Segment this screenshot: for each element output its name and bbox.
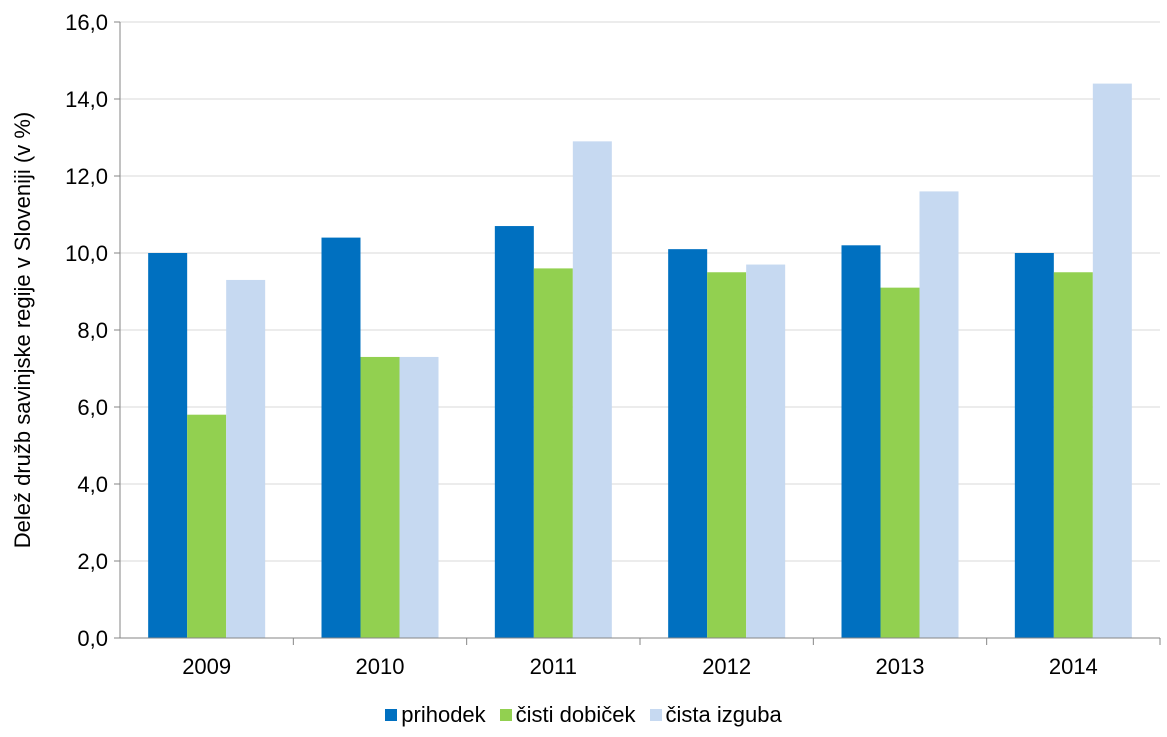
bar-cisti-dobicek-2011 bbox=[533, 268, 573, 638]
bar-cisti-dobicek-2009 bbox=[187, 414, 227, 638]
y-axis-label: Delež družb savinjske regije v Sloveniji… bbox=[10, 112, 35, 549]
x-tick-label: 2009 bbox=[182, 654, 231, 679]
legend: prihodek čisti dobiček čista izguba bbox=[0, 702, 1167, 728]
legend-item-prihodek: prihodek bbox=[385, 702, 486, 728]
chart-svg: 0,0 2,0 4,0 6,0 8,0 10,0 12,0 14,0 16,0 2009 2010 2… bbox=[10, 10, 1161, 679]
bar-prihodek-2014 bbox=[1014, 253, 1054, 638]
legend-label-cista-izguba: čista izguba bbox=[665, 702, 782, 727]
bar-cisti-dobicek-2013 bbox=[880, 287, 920, 638]
axes: 0,0 2,0 4,0 6,0 8,0 10,0 12,0 14,0 16,0 2009 2010 2… bbox=[65, 10, 1161, 679]
y-tick-label: 14,0 bbox=[65, 87, 108, 112]
legend-label-cisti-dobicek: čisti dobiček bbox=[515, 702, 636, 727]
legend-item-cisti-dobicek: čisti dobiček bbox=[499, 702, 636, 728]
x-tick-label: 2013 bbox=[876, 654, 925, 679]
legend-swatch-cisti-dobicek bbox=[499, 709, 512, 721]
bar-cista-izguba-2013 bbox=[919, 191, 959, 638]
gridlines bbox=[120, 21, 1160, 562]
x-tick-label: 2014 bbox=[1049, 654, 1098, 679]
bar-cista-izguba-2011 bbox=[572, 141, 612, 638]
y-tick-label: 6,0 bbox=[77, 395, 108, 420]
bar-cista-izguba-2014 bbox=[1092, 83, 1132, 639]
y-tick-label: 12,0 bbox=[65, 164, 108, 189]
y-tick-label: 8,0 bbox=[77, 318, 108, 343]
x-tick-label: 2011 bbox=[530, 654, 577, 679]
y-tick-label: 10,0 bbox=[65, 241, 108, 266]
bar-cisti-dobicek-2010 bbox=[360, 356, 400, 638]
legend-item-cista-izguba: čista izguba bbox=[649, 702, 782, 728]
bar-prihodek-2011 bbox=[494, 226, 534, 639]
bar-prihodek-2012 bbox=[668, 249, 708, 638]
x-tick-label: 2010 bbox=[356, 654, 405, 679]
legend-swatch-prihodek bbox=[385, 709, 398, 721]
legend-label-prihodek: prihodek bbox=[401, 702, 486, 727]
bar-cista-izguba-2009 bbox=[226, 279, 266, 638]
bars bbox=[148, 83, 1132, 639]
bar-cista-izguba-2010 bbox=[399, 356, 439, 638]
bar-cisti-dobicek-2014 bbox=[1053, 272, 1093, 638]
y-tick-label: 2,0 bbox=[77, 549, 108, 574]
y-tick-label: 0,0 bbox=[77, 626, 108, 651]
bar-prihodek-2013 bbox=[841, 245, 881, 639]
bar-cisti-dobicek-2012 bbox=[707, 272, 747, 638]
x-tick-label: 2012 bbox=[702, 654, 751, 679]
y-tick-label: 16,0 bbox=[65, 10, 108, 35]
bar-prihodek-2009 bbox=[148, 253, 188, 638]
y-tick-label: 4,0 bbox=[77, 472, 108, 497]
bar-cista-izguba-2012 bbox=[746, 264, 786, 638]
bar-prihodek-2010 bbox=[321, 237, 361, 638]
legend-swatch-cista-izguba bbox=[649, 709, 662, 721]
